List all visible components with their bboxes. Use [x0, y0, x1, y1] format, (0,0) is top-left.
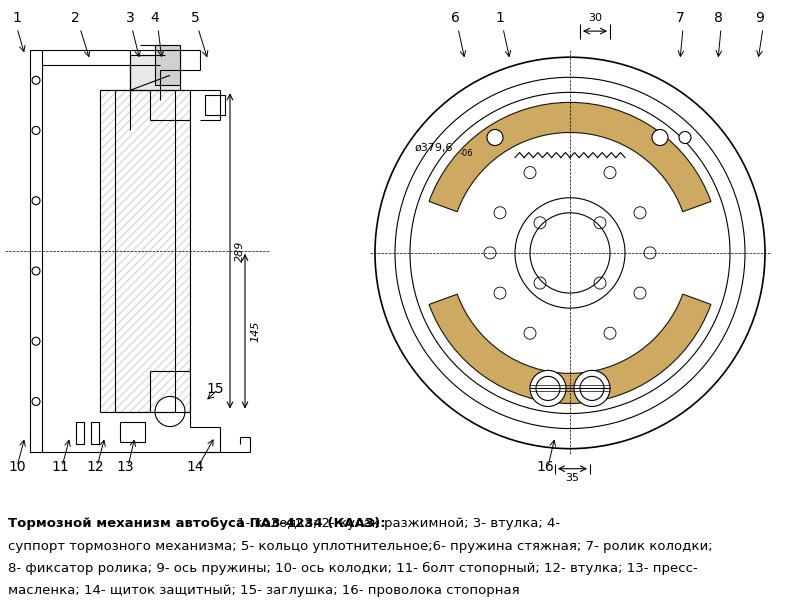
Bar	[91, 422, 99, 444]
Text: 13: 13	[116, 460, 134, 474]
Text: 8: 8	[713, 11, 722, 25]
Text: 4: 4	[150, 11, 159, 25]
Text: 9: 9	[755, 11, 764, 25]
Text: 6: 6	[451, 11, 460, 25]
Text: 5: 5	[191, 11, 200, 25]
Text: 10: 10	[8, 460, 26, 474]
Bar	[130, 55, 180, 91]
Circle shape	[652, 130, 668, 146]
Text: 3: 3	[125, 11, 134, 25]
Text: ø379,6: ø379,6	[415, 143, 453, 152]
Text: 1: 1	[13, 11, 22, 25]
Circle shape	[574, 370, 610, 406]
Text: 289: 289	[235, 241, 245, 261]
Text: 7: 7	[675, 11, 684, 25]
Circle shape	[155, 397, 185, 427]
Bar	[155, 45, 180, 85]
Circle shape	[679, 132, 691, 144]
Bar	[100, 91, 190, 411]
Text: 11: 11	[51, 460, 69, 474]
Text: 15: 15	[206, 382, 224, 397]
Text: масленка; 14- щиток защитный; 15- заглушка; 16- проволока стопорная: масленка; 14- щиток защитный; 15- заглуш…	[8, 584, 520, 597]
Text: 1- колодка; 2- кулак разжимной; 3- втулка; 4-: 1- колодка; 2- кулак разжимной; 3- втулк…	[237, 517, 560, 530]
Text: 14: 14	[186, 460, 204, 474]
Circle shape	[530, 370, 566, 406]
Wedge shape	[429, 102, 711, 212]
Text: 16: 16	[537, 460, 553, 474]
Text: 145: 145	[250, 321, 260, 342]
Bar	[76, 422, 84, 444]
Text: 30: 30	[588, 13, 602, 23]
Text: -06: -06	[460, 149, 473, 157]
Text: 8- фиксатор ролика; 9- ось пружины; 10- ось колодки; 11- болт стопорный; 12- вту: 8- фиксатор ролика; 9- ось пружины; 10- …	[8, 562, 698, 575]
Text: 12: 12	[86, 460, 103, 474]
Text: Тормозной механизм автобуса ПАЗ-4234 (КААЗ):: Тормозной механизм автобуса ПАЗ-4234 (КА…	[8, 517, 385, 530]
Bar	[120, 422, 145, 442]
Wedge shape	[429, 294, 711, 403]
Bar	[205, 95, 225, 116]
Text: 35: 35	[565, 472, 579, 483]
Text: 1: 1	[495, 11, 504, 25]
Circle shape	[487, 130, 503, 146]
Text: суппорт тормозного механизма; 5- кольцо уплотнительное;6- пружина стяжная; 7- ро: суппорт тормозного механизма; 5- кольцо …	[8, 540, 713, 553]
Text: 2: 2	[70, 11, 79, 25]
